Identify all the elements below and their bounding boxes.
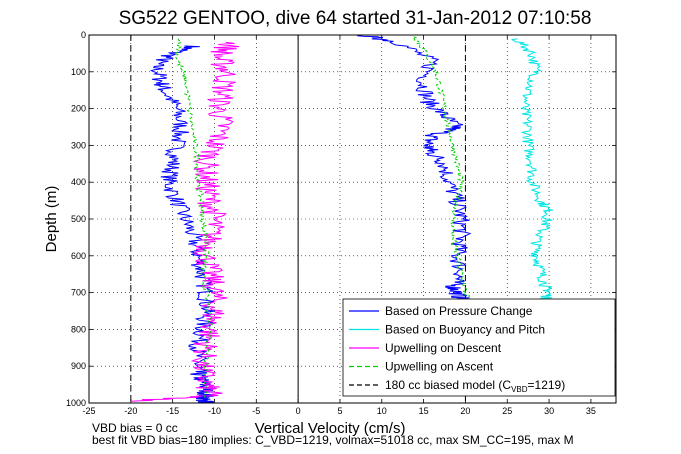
y-tick-label: 600 (71, 251, 86, 261)
y-tick-label: 1000 (66, 398, 86, 408)
series-line-3 (130, 41, 240, 402)
x-tick-label: 20 (460, 406, 470, 416)
x-tick-label: 5 (337, 406, 342, 416)
y-tick-label: 100 (71, 67, 86, 77)
y-axis-ticks: 0 100 200 300 400 500 600 700 800 900 1000 (66, 30, 616, 408)
legend-box (342, 298, 616, 397)
y-tick-label: 300 (71, 140, 86, 150)
x-tick-label: -15 (166, 406, 179, 416)
best-fit-note: best fit VBD bias=180 implies: C_VBD=121… (92, 433, 574, 447)
x-tick-label: 10 (377, 406, 387, 416)
legend: Based on Pressure Change Based on Buoyanc… (342, 298, 616, 397)
vbd-bias-note: VBD bias = 0 cc (92, 421, 178, 435)
legend-label-subscript: VBD (511, 385, 528, 394)
series-line-0 (149, 45, 216, 404)
legend-label: 180 cc biased model (CVBD=1219) (385, 378, 565, 394)
reference-lines (130, 35, 466, 403)
x-tick-label: 30 (544, 406, 554, 416)
x-tick-label: -5 (252, 406, 260, 416)
series-line-2 (510, 38, 554, 308)
legend-label-text: Based on Buoyancy and Pitch (385, 323, 545, 337)
y-tick-label: 500 (71, 214, 86, 224)
y-tick-label: 400 (71, 177, 86, 187)
y-tick-label: 800 (71, 324, 86, 334)
y-tick-label: 900 (71, 361, 86, 371)
x-tick-label: -10 (208, 406, 221, 416)
legend-label-text: Based on Pressure Change (385, 304, 533, 318)
x-axis-label: Vertical Velocity (cm/s) (255, 420, 406, 437)
legend-label-text: 180 cc biased model (C (385, 378, 511, 392)
x-tick-label: 35 (586, 406, 596, 416)
series-line-4 (173, 38, 214, 400)
series-group (130, 35, 554, 404)
series-line-5 (413, 36, 476, 308)
legend-label: Based on Pressure Change (385, 304, 533, 318)
legend-label: Based on Buoyancy and Pitch (385, 323, 545, 337)
legend-label-text: Upwelling on Ascent (385, 360, 494, 374)
x-tick-label: 15 (419, 406, 429, 416)
x-tick-label: 0 (296, 406, 301, 416)
y-tick-label: 200 (71, 104, 86, 114)
x-tick-label: 25 (502, 406, 512, 416)
y-tick-label: 700 (71, 288, 86, 298)
legend-label: Upwelling on Descent (385, 341, 502, 355)
y-axis-label: Depth (m) (43, 186, 60, 253)
legend-label-text: Upwelling on Descent (385, 341, 502, 355)
legend-label-suffix: =1219) (528, 378, 566, 392)
chart-title: SG522 GENTOO, dive 64 started 31-Jan-201… (119, 8, 592, 29)
legend-label: Upwelling on Ascent (385, 360, 494, 374)
x-tick-label: -20 (124, 406, 137, 416)
y-tick-label: 0 (81, 30, 86, 40)
x-tick-label: -25 (82, 406, 95, 416)
series-line-1 (357, 35, 481, 315)
x-axis-ticks: -25 -20 -15 -10 -5 0 5 10 15 20 25 30 35 (82, 35, 596, 416)
